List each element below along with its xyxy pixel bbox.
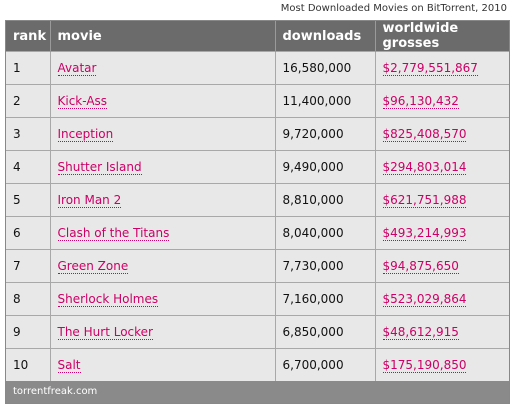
rank-cell: 5 [6, 183, 50, 217]
grosses-link[interactable]: $523,029,864 [382, 292, 467, 307]
rank-cell: 4 [6, 150, 50, 184]
column-header-downloads: downloads [274, 21, 375, 52]
column-header-rank: rank [6, 21, 50, 52]
grosses-link[interactable]: $294,803,014 [382, 160, 467, 175]
rank-cell: 3 [6, 117, 50, 151]
downloads-cell: 8,810,000 [274, 183, 375, 217]
table-row: 4 Shutter Island 9,490,000 $294,803,014 [6, 150, 509, 184]
downloads-table: rank movie downloads worldwide grosses 1… [6, 21, 509, 381]
rank-cell: 2 [6, 84, 50, 118]
column-header-movie: movie [49, 21, 275, 52]
movie-link[interactable]: Clash of the Titans [57, 226, 170, 241]
downloads-cell: 6,700,000 [274, 348, 375, 381]
table-row: 5 Iron Man 2 8,810,000 $621,751,988 [6, 183, 509, 217]
movie-link[interactable]: Green Zone [57, 259, 129, 274]
grosses-cell: $294,803,014 [374, 150, 509, 184]
source-footer: torrentfreak.com [6, 381, 509, 403]
downloads-cell: 9,720,000 [274, 117, 375, 151]
movie-link[interactable]: Salt [57, 358, 81, 373]
grosses-link[interactable]: $825,408,570 [382, 127, 467, 142]
movie-link[interactable]: Inception [57, 127, 114, 142]
grosses-link[interactable]: $621,751,988 [382, 193, 467, 208]
table-caption: Most Downloaded Movies on BitTorrent, 20… [280, 3, 507, 14]
grosses-cell: $48,612,915 [374, 315, 509, 349]
movie-cell: Inception [49, 117, 275, 151]
grosses-link[interactable]: $96,130,432 [382, 94, 459, 109]
grosses-link[interactable]: $94,875,650 [382, 259, 459, 274]
downloads-cell: 8,040,000 [274, 216, 375, 250]
grosses-link[interactable]: $48,612,915 [382, 325, 459, 340]
movie-link[interactable]: Kick-Ass [57, 94, 108, 109]
rank-cell: 10 [6, 348, 50, 381]
grosses-cell: $94,875,650 [374, 249, 509, 283]
grosses-cell: $96,130,432 [374, 84, 509, 118]
movie-cell: Kick-Ass [49, 84, 275, 118]
downloads-cell: 11,400,000 [274, 84, 375, 118]
grosses-cell: $2,779,551,867 [374, 51, 509, 85]
movie-cell: Sherlock Holmes [49, 282, 275, 316]
downloads-table-container: rank movie downloads worldwide grosses 1… [5, 20, 510, 404]
movie-cell: Iron Man 2 [49, 183, 275, 217]
rank-cell: 1 [6, 51, 50, 85]
downloads-cell: 7,160,000 [274, 282, 375, 316]
table-row: 10 Salt 6,700,000 $175,190,850 [6, 348, 509, 381]
table-row: 1 Avatar 16,580,000 $2,779,551,867 [6, 51, 509, 85]
rank-cell: 9 [6, 315, 50, 349]
downloads-cell: 9,490,000 [274, 150, 375, 184]
rank-cell: 7 [6, 249, 50, 283]
table-row: 8 Sherlock Holmes 7,160,000 $523,029,864 [6, 282, 509, 316]
rank-cell: 8 [6, 282, 50, 316]
grosses-link[interactable]: $175,190,850 [382, 358, 467, 373]
movie-cell: Green Zone [49, 249, 275, 283]
movie-cell: Salt [49, 348, 275, 381]
table-row: 2 Kick-Ass 11,400,000 $96,130,432 [6, 84, 509, 118]
movie-cell: Avatar [49, 51, 275, 85]
movie-link[interactable]: Shutter Island [57, 160, 142, 175]
table-row: 9 The Hurt Locker 6,850,000 $48,612,915 [6, 315, 509, 349]
grosses-cell: $825,408,570 [374, 117, 509, 151]
movie-cell: Clash of the Titans [49, 216, 275, 250]
grosses-cell: $175,190,850 [374, 348, 509, 381]
movie-link[interactable]: Iron Man 2 [57, 193, 122, 208]
grosses-link[interactable]: $2,779,551,867 [382, 61, 478, 76]
downloads-cell: 6,850,000 [274, 315, 375, 349]
table-row: 6 Clash of the Titans 8,040,000 $493,214… [6, 216, 509, 250]
movie-link[interactable]: Sherlock Holmes [57, 292, 159, 307]
grosses-link[interactable]: $493,214,993 [382, 226, 467, 241]
table-row: 7 Green Zone 7,730,000 $94,875,650 [6, 249, 509, 283]
movie-link[interactable]: Avatar [57, 61, 97, 76]
table-row: 3 Inception 9,720,000 $825,408,570 [6, 117, 509, 151]
rank-cell: 6 [6, 216, 50, 250]
grosses-cell: $621,751,988 [374, 183, 509, 217]
column-header-grosses: worldwide grosses [374, 21, 509, 52]
downloads-cell: 7,730,000 [274, 249, 375, 283]
table-header-row: rank movie downloads worldwide grosses [6, 21, 509, 52]
grosses-cell: $493,214,993 [374, 216, 509, 250]
grosses-cell: $523,029,864 [374, 282, 509, 316]
downloads-cell: 16,580,000 [274, 51, 375, 85]
movie-cell: The Hurt Locker [49, 315, 275, 349]
movie-cell: Shutter Island [49, 150, 275, 184]
movie-link[interactable]: The Hurt Locker [57, 325, 153, 340]
